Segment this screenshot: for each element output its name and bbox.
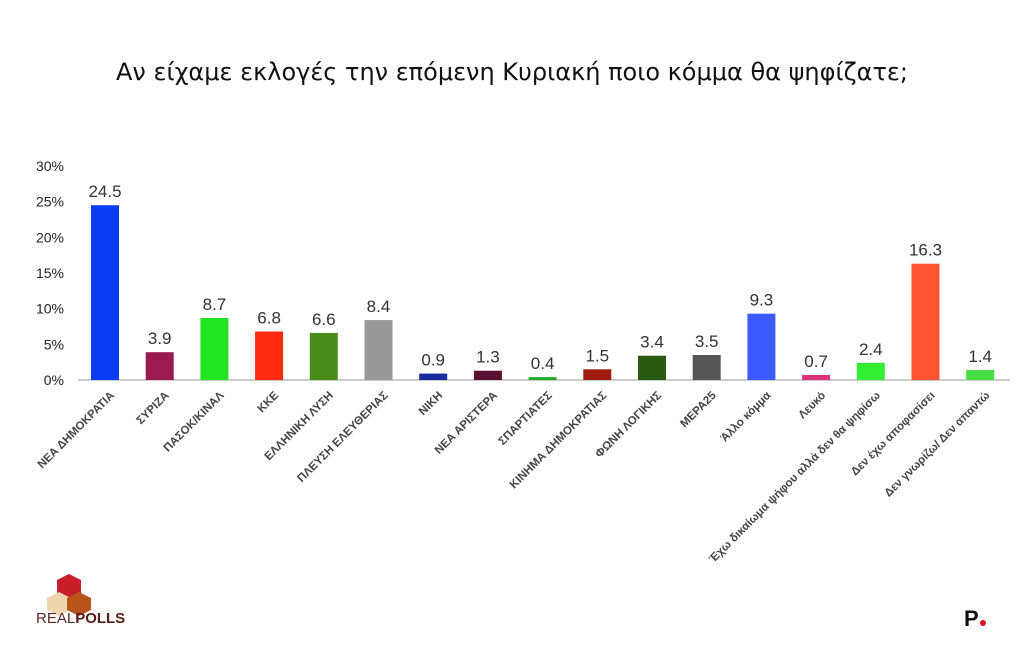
y-tick-label: 15% (36, 265, 64, 281)
data-label: 8.4 (367, 297, 391, 316)
y-tick-label: 0% (44, 372, 64, 388)
data-label: 0.4 (531, 354, 555, 373)
bar (856, 362, 885, 380)
bar (200, 317, 229, 380)
bar (911, 263, 940, 380)
y-tick-label: 20% (36, 229, 64, 245)
y-tick-label: 30% (36, 158, 64, 174)
x-tick-label: ΚΙΝΗΜΑ ΔΗΜΟΚΡΑΤΙΑΣ (508, 390, 610, 492)
x-tick-label: ΚΚΕ (256, 389, 282, 415)
x-tick-label: ΝΕΑ ΔΗΜΟΚΡΑΤΙΑ (36, 390, 117, 471)
realpolls-wordmark: REALPOLLS (36, 610, 126, 627)
data-label: 1.5 (585, 346, 609, 365)
bar (966, 370, 995, 380)
bar (692, 355, 721, 380)
y-tick-label: 25% (36, 194, 64, 210)
data-label: 9.3 (750, 291, 774, 310)
data-label: 3.9 (148, 329, 172, 348)
data-label: 6.6 (312, 310, 336, 329)
bar (91, 205, 119, 380)
data-label: 2.4 (859, 340, 883, 359)
x-tick-label: ΜΕΡΑ25 (678, 389, 719, 430)
bar (364, 320, 393, 380)
data-label: 0.9 (421, 351, 445, 370)
bar (473, 370, 502, 380)
bar (255, 331, 284, 380)
data-label: 24.5 (88, 182, 121, 201)
x-tick-label: ΝΙΚΗ (417, 390, 445, 418)
data-label: 1.4 (968, 347, 992, 366)
bar (638, 355, 666, 380)
bar (802, 375, 831, 380)
x-tick-label: ΠΑΣΟΚ/ΚΙΝΑΛ (162, 389, 227, 454)
data-label: 0.7 (804, 352, 828, 371)
x-tick-label: Λευκό (796, 390, 828, 422)
bar (583, 369, 612, 380)
y-tick-label: 10% (36, 301, 64, 317)
p-logo: P (964, 606, 986, 632)
bar (419, 373, 448, 380)
data-label: 16.3 (909, 241, 942, 260)
x-tick-label: Δεν γνωρίζω/ Δεν απαντώ (882, 389, 992, 499)
data-label: 1.3 (476, 348, 500, 367)
realpolls-logo (47, 574, 91, 616)
chart-title: Αν είχαμε εκλογές την επόμενη Κυριακή πο… (116, 58, 908, 86)
x-tick-label: ΣΥΡΙΖΑ (134, 390, 171, 427)
bar (747, 313, 776, 380)
bar (528, 377, 557, 380)
x-tick-label: ΠΛΕΥΣΗ ΕΛΕΥΘΕΡΙΑΣ (295, 390, 390, 485)
data-label: 3.4 (640, 333, 664, 352)
data-label: 6.8 (257, 308, 281, 327)
x-tick-label: Άλλο κόμμα (719, 390, 774, 445)
y-tick-label: 5% (44, 336, 64, 352)
bar (309, 332, 338, 380)
data-label: 3.5 (695, 332, 719, 351)
bar (145, 352, 174, 380)
x-tick-label: ΣΠΑΡΤΙΑΤΕΣ (496, 390, 554, 448)
data-label: 8.7 (203, 295, 227, 314)
